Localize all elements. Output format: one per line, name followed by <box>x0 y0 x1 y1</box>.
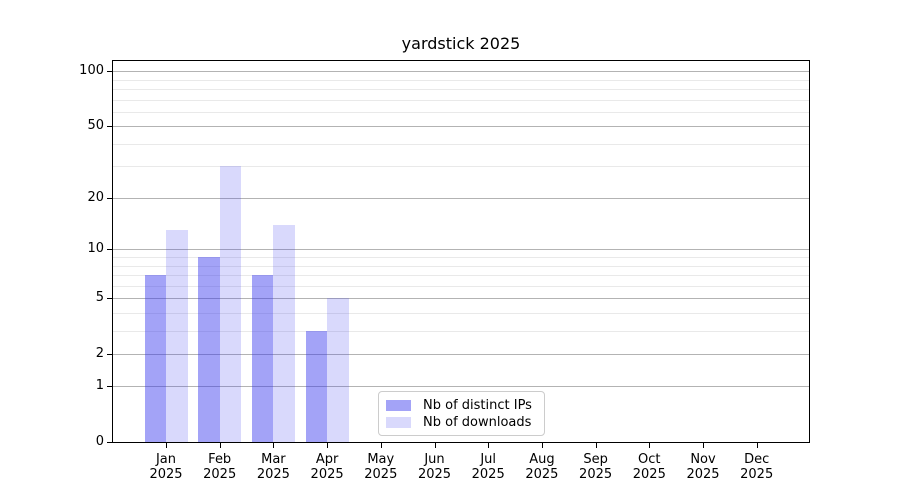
y-tick-label: 20 <box>87 189 104 205</box>
legend: Nb of distinct IPs Nb of downloads <box>378 391 545 436</box>
legend-swatch-distinct-ips <box>386 399 411 411</box>
y-tick-label: 2 <box>95 345 104 361</box>
gridline-minor <box>113 143 809 145</box>
y-tick-label: 10 <box>87 241 104 257</box>
x-tick-mark <box>166 443 167 448</box>
bar-distinct-ips-jan <box>144 275 166 442</box>
x-tick-mark <box>595 443 597 448</box>
y-tick-mark <box>107 298 112 300</box>
gridline-major <box>113 71 809 73</box>
gridline-major <box>113 126 809 128</box>
gridline-major <box>113 197 809 199</box>
y-tick-mark <box>107 249 112 251</box>
x-tick-label: Nov 2025 <box>686 452 720 482</box>
bar-distinct-ips-feb <box>198 257 220 442</box>
gridline-minor <box>113 285 809 287</box>
x-tick-mark <box>488 443 490 448</box>
y-tick-label: 5 <box>95 290 104 306</box>
x-tick-mark <box>649 443 651 448</box>
y-tick-label: 50 <box>87 118 104 134</box>
x-tick-label: Jul 2025 <box>471 452 505 482</box>
gridline-minor <box>113 166 809 168</box>
gridline-major <box>113 249 809 251</box>
legend-swatch-downloads <box>386 416 411 428</box>
gridline-minor <box>113 330 809 332</box>
x-tick-mark <box>273 443 275 448</box>
gridline-major <box>113 386 809 388</box>
y-tick-mark <box>107 197 112 199</box>
y-tick-mark <box>107 126 112 128</box>
bar-downloads-jan <box>166 230 188 442</box>
x-tick-label: Oct 2025 <box>632 452 666 482</box>
y-tick-label: 100 <box>79 63 104 79</box>
x-tick-label: Mar 2025 <box>256 452 290 482</box>
x-tick-mark <box>327 443 329 448</box>
gridline-major <box>113 298 809 300</box>
y-tick-label: 0 <box>95 434 104 449</box>
x-tick-mark <box>380 443 382 448</box>
gridline-major <box>113 353 809 355</box>
gridline-minor <box>113 89 809 91</box>
y-tick-mark <box>107 442 112 443</box>
chart-title: yardstick 2025 <box>401 34 521 53</box>
bar-downloads-apr <box>327 298 349 442</box>
x-tick-label: Jan 2025 <box>149 452 183 482</box>
gridline-minor <box>113 312 809 314</box>
bar-distinct-ips-mar <box>251 275 274 442</box>
x-tick-label: Feb 2025 <box>203 452 237 482</box>
legend-item-distinct-ips: Nb of distinct IPs <box>386 398 537 413</box>
bar-downloads-mar <box>273 224 295 442</box>
x-tick-mark <box>434 443 436 448</box>
y-tick-mark <box>107 353 112 355</box>
gridline-minor <box>113 111 809 113</box>
x-tick-mark <box>703 443 704 448</box>
plot-area: Nb of distinct IPs Nb of downloads <box>112 60 810 443</box>
gridline-minor <box>113 265 809 267</box>
bar-distinct-ips-apr <box>305 330 328 442</box>
x-tick-label: May 2025 <box>364 452 398 482</box>
y-tick-mark <box>107 71 112 73</box>
x-tick-label: Dec 2025 <box>740 452 774 482</box>
gridline-minor <box>113 79 809 81</box>
legend-item-downloads: Nb of downloads <box>386 415 537 430</box>
gridline-minor <box>113 275 809 277</box>
x-tick-label: Sep 2025 <box>579 452 613 482</box>
x-tick-mark <box>541 443 543 448</box>
x-tick-label: Apr 2025 <box>310 452 344 482</box>
gridline-minor <box>113 99 809 101</box>
y-tick-mark <box>107 386 112 388</box>
legend-label-downloads: Nb of downloads <box>423 414 532 430</box>
x-tick-label: Aug 2025 <box>525 452 559 482</box>
legend-label-distinct-ips: Nb of distinct IPs <box>423 397 532 413</box>
y-tick-label: 1 <box>95 378 104 394</box>
bar-downloads-feb <box>219 166 242 442</box>
x-tick-mark <box>756 443 758 448</box>
gridline-minor <box>113 257 809 259</box>
x-tick-mark <box>219 443 221 448</box>
x-tick-label: Jun 2025 <box>417 452 452 482</box>
